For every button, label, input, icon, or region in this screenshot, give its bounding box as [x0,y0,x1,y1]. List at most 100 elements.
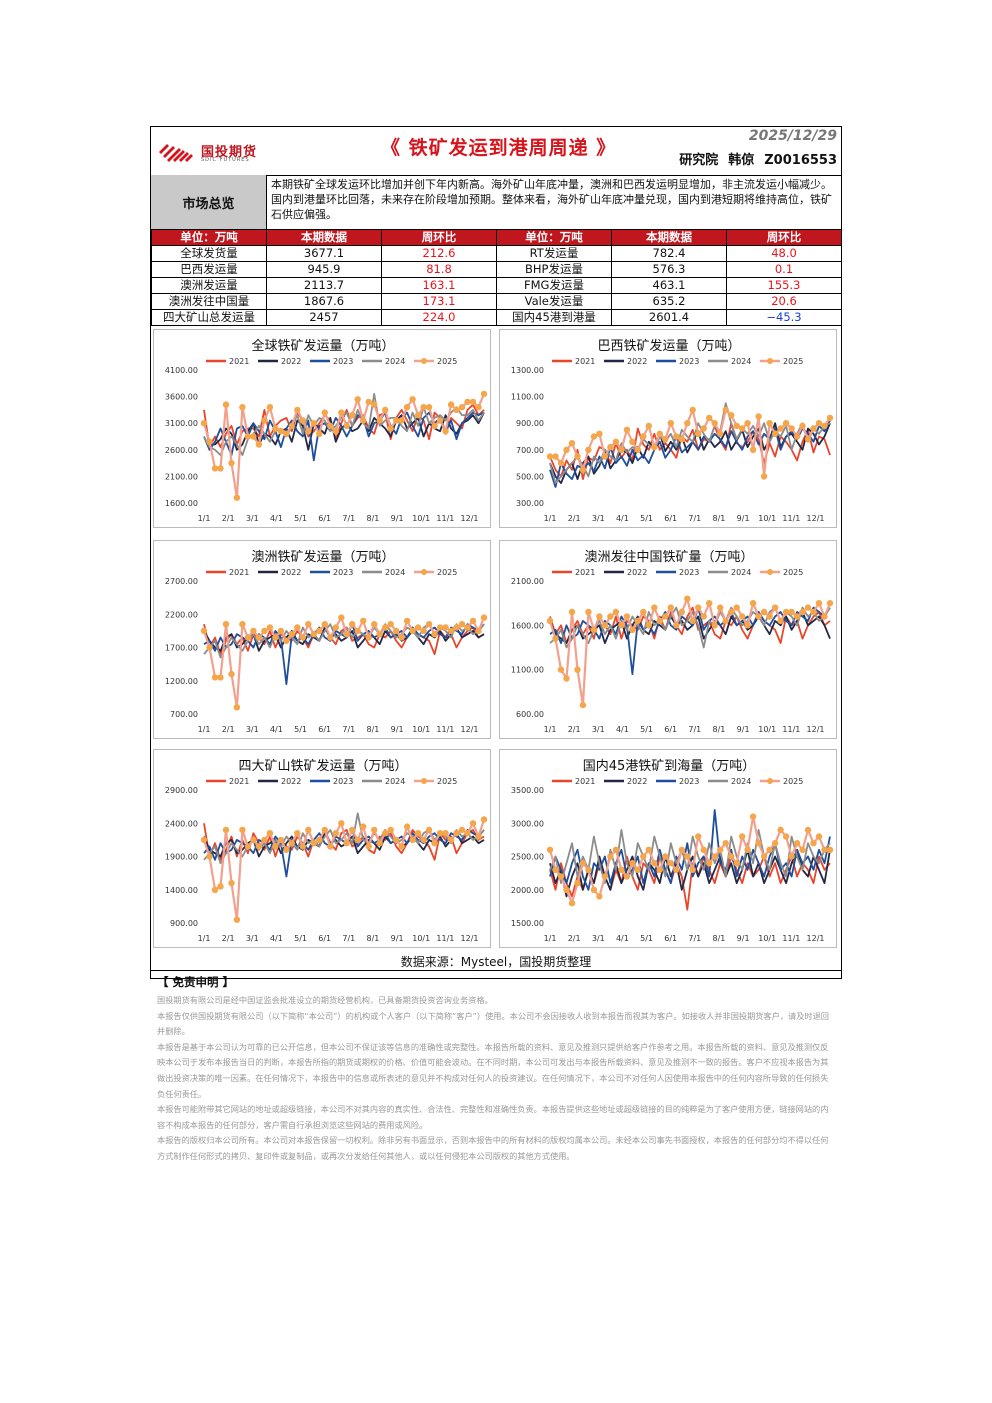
data-point [623,873,631,880]
data-point [667,420,674,427]
data-point [590,433,598,440]
y-tick-label: 700.00 [516,446,544,455]
legend-label: 2023 [333,777,353,786]
legend-marker [767,778,773,784]
data-point [250,836,257,844]
table-cell: 1867.6 [266,293,382,310]
data-point [815,420,823,427]
data-point [233,494,241,501]
data-point [700,425,707,432]
legend-label: 2022 [281,568,301,577]
data-point [316,627,323,635]
data-point [376,840,383,847]
data-point [436,417,444,424]
x-tick-label: 5/1 [640,514,653,523]
data-point [673,433,680,440]
data-point [793,840,801,847]
table-header-cell: 单位：万吨 [151,229,267,246]
data-point [288,631,295,638]
legend-label: 2022 [281,357,301,366]
data-point [711,420,718,427]
y-tick-label: 700.00 [170,710,198,719]
data-point [382,830,389,837]
data-point [766,420,773,427]
data-point [403,823,411,830]
chart-title: 全球铁矿发运量（万吨） [251,338,394,354]
data-point [387,621,394,628]
data-point [409,836,416,844]
data-point [552,866,559,873]
chart-australia-shipments: 澳洲铁矿发运量（万吨） 2021 2022 2023 2024 2025 700.00 120… [153,540,491,739]
x-tick-label: 10/1 [758,934,776,943]
x-tick-label: 1/1 [198,934,211,943]
table-cell: BHP发运量 [496,261,612,278]
data-point [618,866,625,873]
data-point [771,840,779,847]
data-point [222,826,230,834]
data-point [458,826,466,834]
legend-entry: 2022 [604,357,647,366]
data-point [376,631,383,638]
legend-entry: 2023 [656,357,699,366]
legend-marker [421,569,427,575]
data-point [607,443,614,451]
x-tick-label: 12/1 [807,514,825,523]
table-cell: 782.4 [611,245,727,262]
data-point [305,621,312,628]
data-point [546,846,554,853]
data-point [799,608,806,616]
data-point [689,406,696,414]
data-point [475,404,482,411]
stats-body: 全球发货量 3677.1 212.6 RT发运量 782.4 48.0 巴西发运量 945.9… [151,245,842,326]
data-point [656,430,663,437]
data-point [782,420,790,427]
data-point [382,406,389,414]
data-point [585,866,592,873]
data-point [673,866,680,873]
data-point [414,830,422,837]
data-point [596,430,603,437]
data-point [382,624,389,631]
data-point [305,428,312,435]
data-point [305,826,312,834]
report-page: 国投期货 SDIC FUTURES 《 铁矿发运到港周周递 》 2025/12/… [150,126,842,1161]
x-tick-label: 3/1 [246,934,259,943]
data-point [684,853,691,860]
data-point [771,430,779,437]
data-point [574,666,581,673]
y-tick-label: 1100.00 [511,393,544,402]
legend-label: 2022 [627,357,647,366]
data-point [749,813,757,820]
data-point [217,674,224,681]
legend-entry: 2021 [206,777,249,786]
data-point [349,621,356,628]
y-tick-label: 1900.00 [165,853,198,862]
data-point [579,701,587,709]
y-tick-label: 900.00 [516,419,544,428]
data-point [629,438,636,445]
y-tick-label: 2100.00 [165,472,198,481]
data-point [398,417,405,424]
data-point [651,860,658,867]
data-point [749,446,757,453]
table-cell: 2113.7 [266,277,382,294]
legend-label: 2024 [385,777,405,786]
data-point [436,624,444,631]
data-point [568,440,576,447]
table-header-cell: 单位：万吨 [496,229,612,246]
table-cell: 四大矿山总发运量 [151,309,267,326]
report-title: 《 铁矿发运到港周周递 》 [381,137,617,159]
data-point [475,833,482,840]
data-point [771,604,779,611]
x-tick-label: 1/1 [544,725,557,734]
data-point [557,459,565,467]
data-point [211,465,219,472]
data-point [332,624,339,631]
data-point [239,621,246,628]
legend-entry: 2022 [604,568,647,577]
legend-label: 2024 [385,357,405,366]
data-point [739,613,746,620]
table-cell: 3677.1 [266,245,382,262]
legend-entry: 2024 [708,568,751,577]
x-tick-label: 10/1 [412,514,430,523]
